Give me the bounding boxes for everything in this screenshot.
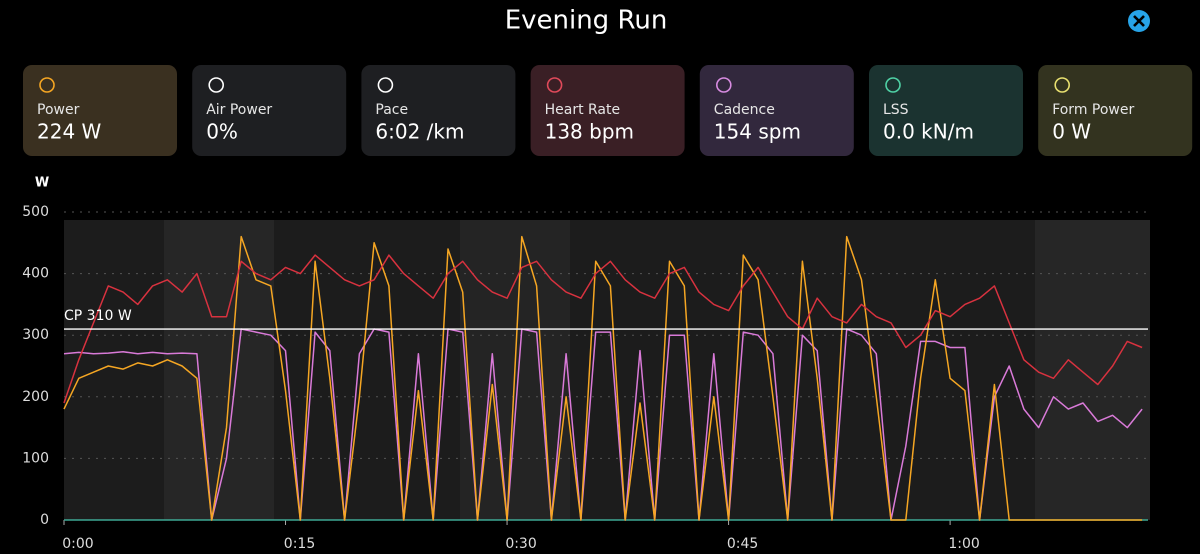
metric-card: Air Power 0% xyxy=(192,65,347,156)
card-icon xyxy=(885,77,901,93)
y-tick-label: 200 xyxy=(22,389,49,405)
card-label: LSS xyxy=(883,102,909,118)
card-label: Power xyxy=(37,102,80,118)
y-tick-label: 0 xyxy=(40,512,49,528)
metric-card: LSS 0.0 kN/m xyxy=(869,65,1023,156)
series-line xyxy=(63,254,1143,404)
metric-card: Cadence 154 spm xyxy=(699,65,854,156)
card-background xyxy=(23,65,177,156)
y-tick-label: 100 xyxy=(22,450,49,466)
card-value: 0 W xyxy=(1052,120,1091,144)
card-value: 224 W xyxy=(37,120,102,144)
card-label: Cadence xyxy=(714,102,775,118)
card-background xyxy=(192,65,347,156)
plot-band xyxy=(1035,220,1150,520)
metric-card: Form Power 0 W xyxy=(1038,65,1193,156)
card-background xyxy=(699,65,854,156)
card-icon xyxy=(546,77,563,93)
card-background xyxy=(530,65,685,156)
card-icon xyxy=(1054,77,1070,93)
card-background xyxy=(869,65,1023,156)
x-tick-label: 0:00 xyxy=(62,536,93,552)
x-tick-label: 0:45 xyxy=(727,536,758,552)
x-tick-label: 0:30 xyxy=(505,536,536,552)
y-tick-label: 300 xyxy=(22,327,49,343)
card-icon xyxy=(715,77,732,93)
title: Evening Run xyxy=(505,6,668,36)
card-value: 154 spm xyxy=(714,120,801,144)
card-value: 0.0 kN/m xyxy=(883,120,974,144)
card-icon xyxy=(377,77,394,93)
card-background xyxy=(361,65,516,156)
card-value: 138 bpm xyxy=(545,120,634,144)
card-value: 0% xyxy=(206,120,238,144)
card-icon xyxy=(39,77,55,93)
close-button[interactable] xyxy=(1128,10,1150,32)
series-line xyxy=(63,235,1143,521)
metric-card: Pace 6:02 /km xyxy=(361,65,516,156)
card-label: Form Power xyxy=(1052,102,1134,118)
y-tick-label: 500 xyxy=(22,204,49,220)
y-axis-label: W xyxy=(35,176,49,191)
card-label: Air Power xyxy=(206,102,272,118)
cp-label: CP 310 W xyxy=(64,308,132,324)
card-icon xyxy=(208,77,224,93)
close-x[interactable] xyxy=(1133,15,1145,27)
x-tick-label: 0:15 xyxy=(284,536,315,552)
metric-card: Power 224 W xyxy=(23,65,177,156)
x-tick-label: 1:00 xyxy=(948,536,979,552)
card-label: Pace xyxy=(375,102,408,118)
card-background xyxy=(1038,65,1193,156)
metric-card: Heart Rate 138 bpm xyxy=(530,65,685,156)
card-label: Heart Rate xyxy=(545,102,621,118)
y-tick-label: 400 xyxy=(22,266,49,282)
card-value: 6:02 /km xyxy=(375,120,464,144)
